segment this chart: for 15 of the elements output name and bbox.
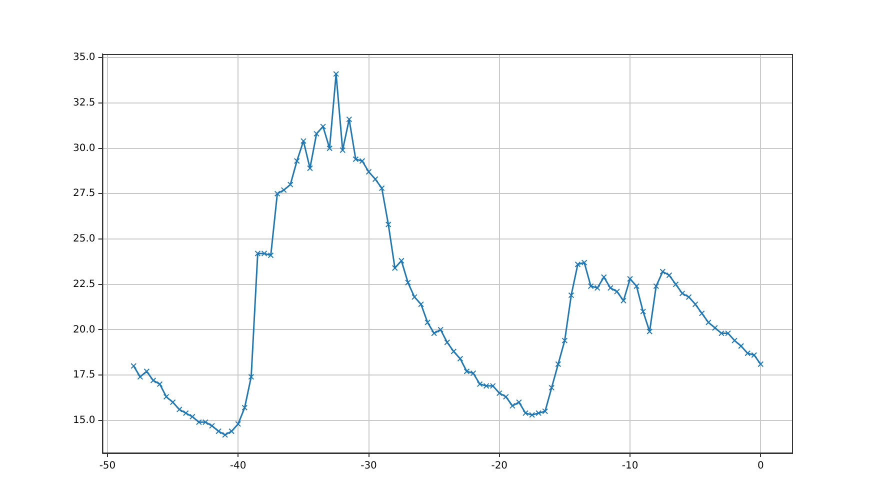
y-tick-label: 27.5: [73, 188, 96, 200]
y-tick-label: 22.5: [73, 278, 96, 290]
y-tick-label: 32.5: [73, 98, 96, 109]
x-tick-label: 0: [757, 460, 764, 472]
y-tick-label: 25.0: [73, 234, 96, 245]
y-tick-label: 35.0: [73, 52, 96, 64]
x-tick-label: -50: [99, 460, 116, 472]
x-tick-label: -30: [360, 460, 377, 472]
x-tick-label: -40: [230, 460, 246, 472]
x-tick-label: -20: [491, 460, 508, 472]
y-tick-label: 30.0: [73, 142, 96, 154]
x-tick-label: -10: [622, 460, 638, 472]
y-tick-label: 20.0: [73, 324, 96, 336]
y-tick-label: 15.0: [73, 414, 96, 426]
y-tick-label: 17.5: [73, 370, 96, 381]
